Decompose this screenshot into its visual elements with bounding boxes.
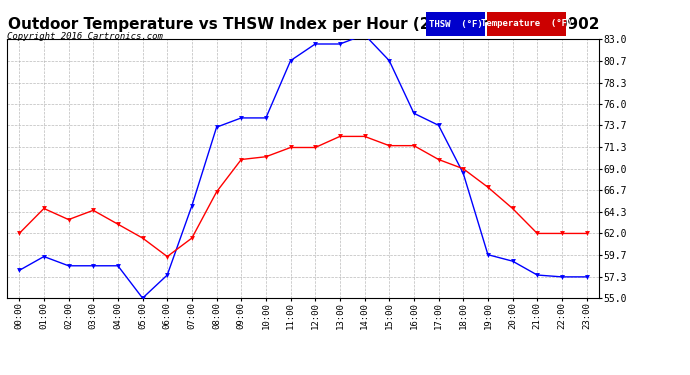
Text: Temperature  (°F): Temperature (°F) <box>481 20 573 28</box>
Text: Copyright 2016 Cartronics.com: Copyright 2016 Cartronics.com <box>7 32 163 41</box>
Text: Outdoor Temperature vs THSW Index per Hour (24 Hours)  20160902: Outdoor Temperature vs THSW Index per Ho… <box>8 17 600 32</box>
Text: THSW  (°F): THSW (°F) <box>429 20 482 28</box>
